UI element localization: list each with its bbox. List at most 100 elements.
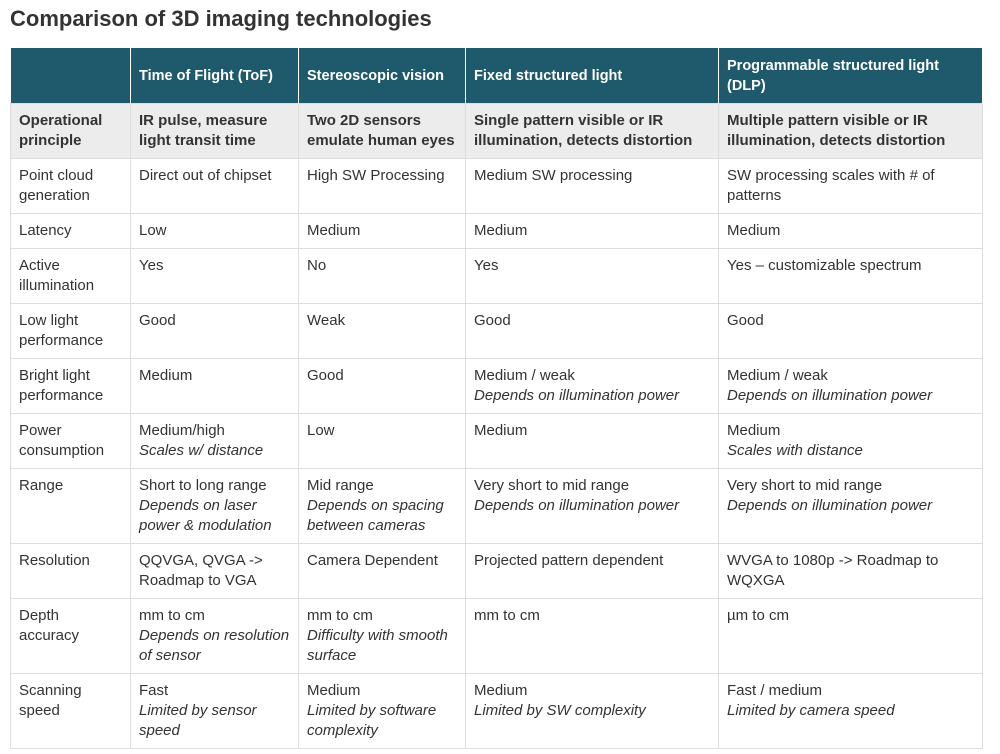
cell-text: IR pulse, measure light transit time	[139, 112, 268, 149]
cell-text: Medium SW processing	[474, 167, 633, 184]
cell-text: Fast	[139, 682, 169, 699]
row-label: Active illumination	[10, 248, 131, 304]
table-cell: QQVGA, QVGA -> Roadmap to VGA	[130, 543, 299, 599]
row-label: Power consumption	[10, 413, 131, 469]
table-cell: Good	[718, 303, 983, 359]
cell-text: Yes	[474, 257, 499, 274]
table-cell: Direct out of chipset	[130, 158, 299, 214]
row-label: Scanning speed	[10, 673, 131, 749]
cell-text: Direct out of chipset	[139, 167, 272, 184]
table-row: Bright light performance Medium Good Medium…	[10, 358, 983, 414]
cell-text: mm to cm	[474, 607, 540, 624]
table-cell: µm to cm	[718, 598, 983, 674]
cell-note: Depends on laser power & modulation	[139, 497, 272, 534]
cell-note: Depends on illumination power	[474, 497, 680, 514]
table-cell: Good	[130, 303, 299, 359]
cell-text: Medium/high	[139, 422, 225, 439]
table-cell: High SW Processing	[298, 158, 466, 214]
cell-text: Single pattern visible or IR illuminatio…	[474, 112, 693, 149]
table-cell: Medium	[465, 413, 719, 469]
cell-text: Medium	[474, 222, 528, 239]
cell-text: Good	[139, 312, 176, 329]
cell-text: Medium	[307, 682, 361, 699]
table-cell: Medium / weak Depends on illumination pow…	[718, 358, 983, 414]
table-cell: WVGA to 1080p -> Roadmap to WQXGA	[718, 543, 983, 599]
cell-note: Depends on spacing between cameras	[307, 497, 444, 534]
table-cell: Low	[298, 413, 466, 469]
table-cell: Projected pattern dependent	[465, 543, 719, 599]
row-label: Operational principle	[10, 103, 131, 159]
table-row: Scanning speed Fast Limited by sensor spee…	[10, 673, 983, 749]
cell-text: Weak	[307, 312, 346, 329]
cell-text: Medium / weak	[727, 367, 828, 384]
row-label: Latency	[10, 213, 131, 249]
table-cell: Fast / medium Limited by camera speed	[718, 673, 983, 749]
table-row: Point cloud generation Direct out of chip…	[10, 158, 983, 214]
header-cell: Stereoscopic vision	[298, 48, 466, 104]
cell-text: µm to cm	[727, 607, 789, 624]
cell-text: mm to cm	[139, 607, 205, 624]
table-cell: Medium Scales with distance	[718, 413, 983, 469]
table-row: Low light performance Good Weak Good Good	[10, 303, 983, 359]
cell-text: Very short to mid range	[727, 477, 883, 494]
table-cell: Medium Limited by software complexity	[298, 673, 466, 749]
table-cell: Yes	[130, 248, 299, 304]
cell-text: Mid range	[307, 477, 374, 494]
cell-note: Depends on illumination power	[474, 387, 680, 404]
cell-text: Medium / weak	[474, 367, 575, 384]
table-cell: Yes	[465, 248, 719, 304]
header-cell: Programmable structured light (DLP)	[718, 48, 983, 104]
cell-text: No	[307, 257, 327, 274]
cell-text: Medium	[474, 682, 528, 699]
cell-note: Limited by sensor speed	[139, 702, 257, 739]
cell-text: Multiple pattern visible or IR illuminat…	[727, 112, 946, 149]
header-cell: Time of Flight (ToF)	[130, 48, 299, 104]
table-row: Operational principle IR pulse, measure l…	[10, 103, 983, 159]
table-cell: Fast Limited by sensor speed	[130, 673, 299, 749]
comparison-table: Time of Flight (ToF) Stereoscopic vision F…	[10, 48, 983, 749]
header-row: Time of Flight (ToF) Stereoscopic vision F…	[10, 48, 983, 104]
table-cell: mm to cm	[465, 598, 719, 674]
table-cell: Medium Limited by SW complexity	[465, 673, 719, 749]
cell-note: Depends on resolution of sensor	[139, 627, 290, 664]
cell-text: Medium	[139, 367, 193, 384]
cell-note: Limited by SW complexity	[474, 702, 646, 719]
table-row: Latency Low Medium Medium Medium	[10, 213, 983, 249]
table-cell: Yes – customizable spectrum	[718, 248, 983, 304]
cell-text: Camera Dependent	[307, 552, 438, 569]
cell-note: Difficulty with smooth surface	[307, 627, 448, 664]
table-cell: Good	[298, 358, 466, 414]
cell-text: Yes	[139, 257, 164, 274]
table-cell: Medium	[298, 213, 466, 249]
table-row: Power consumption Medium/high Scales w/ di…	[10, 413, 983, 469]
cell-text: Fast / medium	[727, 682, 823, 699]
row-label: Resolution	[10, 543, 131, 599]
table-row: Range Short to long range Depends on laser…	[10, 468, 983, 544]
table-cell: Medium	[465, 213, 719, 249]
table-cell: Single pattern visible or IR illuminatio…	[465, 103, 719, 159]
cell-note: Limited by camera speed	[727, 702, 895, 719]
cell-text: SW processing scales with # of patterns	[727, 167, 935, 204]
table-row: Depth accuracy mm to cm Depends on resolut…	[10, 598, 983, 674]
cell-text: Projected pattern dependent	[474, 552, 664, 569]
page-title: Comparison of 3D imaging technologies	[10, 6, 432, 31]
row-label: Depth accuracy	[10, 598, 131, 674]
cell-text: Good	[307, 367, 344, 384]
table-cell: IR pulse, measure light transit time	[130, 103, 299, 159]
table-cell: Medium/high Scales w/ distance	[130, 413, 299, 469]
cell-text: Short to long range	[139, 477, 267, 494]
header-cell: Fixed structured light	[465, 48, 719, 104]
cell-note: Depends on illumination power	[727, 497, 933, 514]
row-label: Point cloud generation	[10, 158, 131, 214]
table-cell: No	[298, 248, 466, 304]
cell-text: Medium	[307, 222, 361, 239]
table-cell: Camera Dependent	[298, 543, 466, 599]
cell-text: Medium	[474, 422, 528, 439]
table-row: Active illumination Yes No Yes Yes – customi…	[10, 248, 983, 304]
table-cell: Mid range Depends on spacing between came…	[298, 468, 466, 544]
table-cell: Very short to mid range Depends on illumi…	[465, 468, 719, 544]
cell-note: Scales w/ distance	[139, 442, 264, 459]
cell-text: WVGA to 1080p -> Roadmap to WQXGA	[727, 552, 939, 589]
cell-text: Two 2D sensors emulate human eyes	[307, 112, 455, 149]
